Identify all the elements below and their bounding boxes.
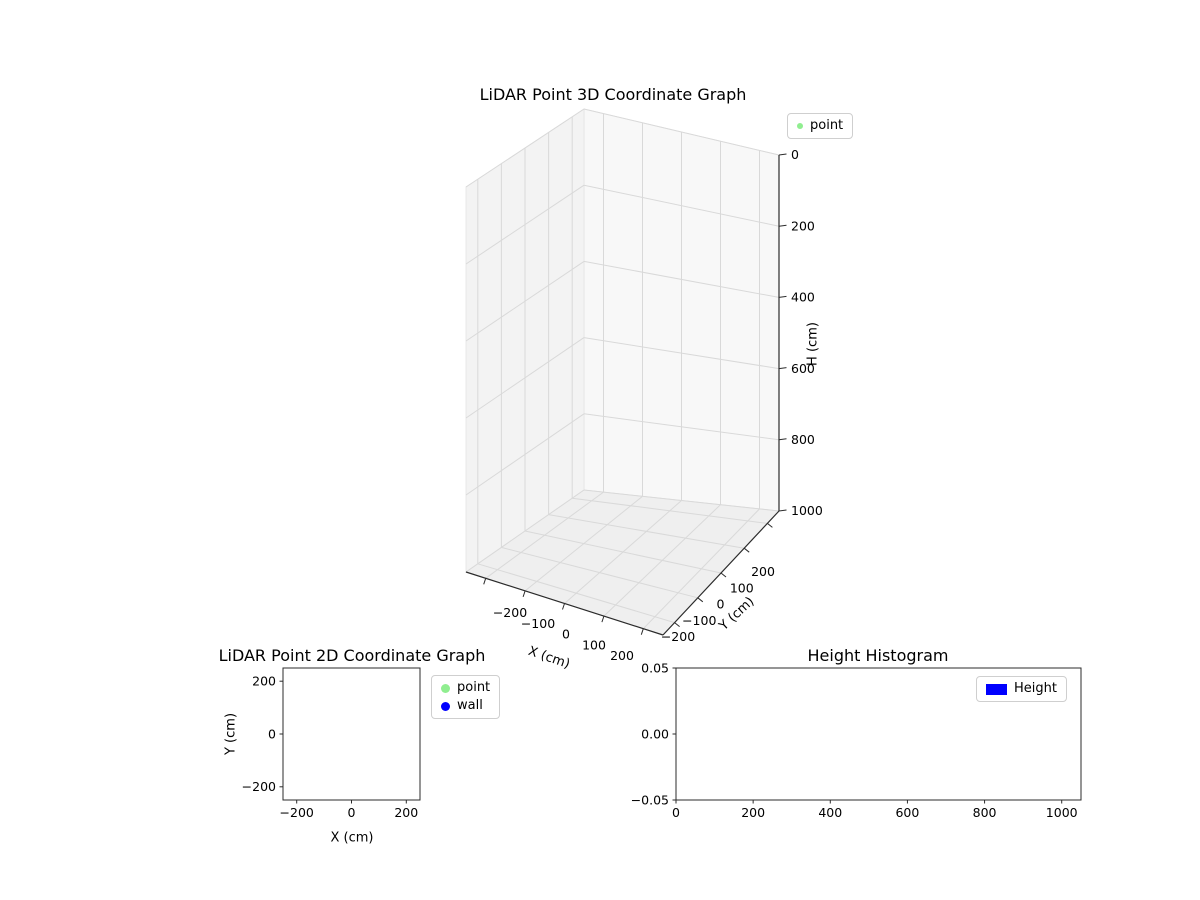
- grid-line: [524, 495, 643, 592]
- tick-label: −200: [242, 779, 276, 794]
- histogram-legend: Height: [976, 676, 1067, 702]
- tick-label: −200: [280, 805, 314, 820]
- axes-frame: [282, 667, 421, 801]
- legend-label-point: point: [457, 680, 491, 695]
- y-tick: [674, 622, 680, 627]
- chart-3d-legend: point: [787, 113, 854, 139]
- tick-label: 0: [348, 805, 356, 820]
- legend-label-point: point: [810, 118, 844, 133]
- tick-label: 200: [751, 564, 775, 579]
- tick-label: 1000: [791, 503, 823, 518]
- tick-label: 0: [672, 805, 680, 820]
- chart-3d-zaxis-label: H (cm): [805, 322, 821, 366]
- tick-label: 400: [818, 805, 842, 820]
- legend-label-wall: wall: [457, 698, 483, 713]
- tick-label: 200: [252, 674, 276, 689]
- tick-label: 0.05: [641, 660, 669, 675]
- tick-label: 100: [730, 580, 754, 595]
- histogram-title: Height Histogram: [807, 646, 949, 665]
- z-tick: [778, 153, 787, 156]
- grid-line: [564, 500, 682, 604]
- x-tick: [601, 615, 605, 623]
- point-marker-icon: [441, 683, 450, 693]
- tick-label: 800: [791, 432, 815, 447]
- grid-line: [603, 504, 721, 617]
- tick-label: 800: [973, 805, 997, 820]
- z-tick: [778, 224, 787, 227]
- legend-item-wall: wall: [441, 699, 490, 713]
- wall-marker-icon: [441, 701, 450, 711]
- y-tick: [767, 523, 773, 528]
- tick-label: −0.05: [631, 792, 669, 807]
- y-tick: [743, 547, 750, 553]
- tick-label: −200: [661, 629, 695, 644]
- z-tick: [778, 509, 787, 512]
- tick-label: 200: [610, 648, 634, 663]
- tick-label: 0: [791, 147, 799, 162]
- legend-label-height: Height: [1014, 681, 1057, 696]
- tick-label: 600: [791, 361, 815, 376]
- height-patch-icon: [986, 683, 1007, 695]
- tick-label: 0: [562, 627, 570, 642]
- tick-label: 0.00: [641, 726, 669, 741]
- chart-2d-title: LiDAR Point 2D Coordinate Graph: [218, 646, 486, 665]
- tick-label: −100: [682, 613, 716, 628]
- y-tick: [697, 597, 704, 603]
- tick-label: 200: [741, 805, 765, 820]
- chart-2d-xaxis-label: X (cm): [330, 830, 374, 846]
- z-tick: [778, 295, 787, 298]
- tick-label: 200: [394, 805, 418, 820]
- z-tick: [778, 438, 787, 441]
- y-tick: [720, 572, 727, 578]
- tick-label: 200: [791, 218, 815, 233]
- x-tick: [522, 590, 526, 598]
- x-tick: [483, 578, 487, 585]
- chart-3d-title: LiDAR Point 3D Coordinate Graph: [479, 85, 747, 104]
- legend-item-point: point: [797, 119, 843, 133]
- point-marker-icon: [797, 123, 803, 129]
- legend-item-point: point: [441, 681, 490, 695]
- chart-2d-yaxis-label: Y (cm): [223, 712, 239, 756]
- x-tick: [640, 628, 644, 635]
- tick-label: −100: [521, 616, 555, 631]
- chart-2d-legend: point wall: [431, 675, 501, 719]
- tick-label: 0: [268, 726, 276, 741]
- tick-label: 1000: [1046, 805, 1078, 820]
- tick-label: 400: [791, 290, 815, 305]
- grid-line: [642, 508, 760, 630]
- z-tick: [778, 367, 787, 370]
- tick-label: 0: [717, 597, 725, 612]
- tick-label: −200: [493, 605, 527, 620]
- grid-line: [485, 491, 604, 579]
- x-tick: [562, 603, 565, 610]
- legend-item-height: Height: [986, 682, 1057, 696]
- tick-label: 600: [895, 805, 919, 820]
- tick-label: 100: [582, 637, 606, 652]
